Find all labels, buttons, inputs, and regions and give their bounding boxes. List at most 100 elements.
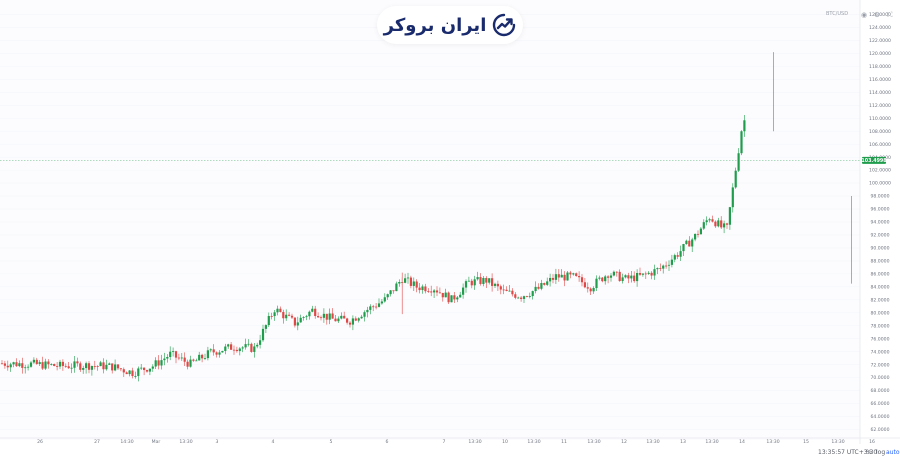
candle-body: [375, 306, 378, 308]
candle-body: [29, 362, 33, 367]
candle-body: [427, 291, 430, 293]
candle-body: [502, 289, 505, 291]
y-tick-label: 106.0000: [869, 142, 891, 148]
candle-body: [650, 272, 653, 276]
y-tick-label: 100.0000: [869, 181, 891, 187]
candle-body: [464, 281, 468, 288]
candle-body: [479, 277, 482, 284]
candle-body: [586, 287, 589, 289]
candle-body: [520, 297, 523, 299]
x-tick-label: 13:30: [179, 439, 192, 445]
y-tick-label: 98.0000: [871, 194, 890, 200]
y-tick-label: 80.0000: [871, 310, 890, 316]
candle-body: [398, 282, 401, 284]
candle-body: [653, 269, 656, 276]
candle-body: [305, 316, 308, 318]
candle-body: [560, 274, 563, 278]
candle-body: [357, 318, 360, 321]
y-tick-label: 122.0000: [869, 38, 891, 44]
x-tick-label: 14: [739, 439, 745, 445]
candle-body: [363, 312, 366, 317]
candle-body: [459, 294, 462, 298]
candle-body: [6, 365, 9, 368]
candle-body: [276, 308, 279, 313]
candle-body: [256, 344, 259, 347]
candle-body: [32, 359, 35, 363]
candle-body: [35, 359, 38, 364]
candle-body: [128, 370, 131, 375]
x-tick-label: 3: [216, 439, 219, 445]
candle-body: [621, 277, 624, 282]
candle-body: [377, 303, 381, 307]
candle-body: [250, 343, 253, 352]
candle-body: [485, 277, 488, 283]
candle-body: [517, 297, 520, 299]
candle-body: [212, 349, 215, 353]
settings-icon[interactable]: ⚙: [873, 11, 881, 19]
candle-body: [491, 278, 494, 286]
candle-body: [247, 343, 250, 345]
candle-body: [93, 366, 96, 367]
candle-body: [421, 286, 424, 291]
x-tick-label: 13:30: [468, 439, 481, 445]
camera-icon[interactable]: ◉: [860, 11, 868, 19]
candle-body: [546, 281, 549, 285]
y-tick-label: 70.0000: [871, 375, 890, 381]
candle-body: [360, 316, 363, 319]
candle-body: [476, 277, 479, 280]
candle-body: [354, 318, 357, 321]
candle-body: [514, 294, 517, 298]
candle-body: [279, 308, 282, 312]
candle-body: [183, 357, 186, 362]
candle-body: [334, 318, 337, 322]
candle-body: [728, 207, 731, 225]
candle-body: [656, 268, 659, 270]
candle-body: [348, 322, 352, 325]
candle-body: [180, 357, 183, 359]
candle-body: [676, 255, 679, 257]
candle-body: [441, 292, 444, 298]
candle-body: [241, 347, 244, 349]
candle-body: [699, 228, 702, 235]
candle-body: [380, 301, 383, 304]
candle-body: [302, 317, 305, 318]
candle-body: [322, 313, 325, 318]
candle-body: [53, 363, 56, 367]
fullscreen-icon[interactable]: ⛶: [887, 11, 893, 19]
candle-body: [99, 362, 102, 367]
candle-body: [453, 295, 456, 300]
candle-body: [319, 317, 323, 319]
candle-body: [638, 272, 642, 275]
percent-toggle[interactable]: %: [866, 449, 872, 456]
candle-body: [679, 251, 682, 257]
candle-body: [238, 348, 241, 352]
y-tick-label: 92.0000: [871, 233, 890, 239]
candle-body: [630, 275, 633, 279]
candle-body: [737, 153, 740, 171]
candle-body: [337, 318, 340, 322]
x-tick-label: 7: [443, 439, 446, 445]
candle-body: [525, 296, 528, 297]
candle-body: [9, 364, 12, 368]
candle-body: [580, 277, 584, 283]
x-tick-label: 4: [272, 439, 275, 445]
candle-body: [308, 311, 311, 317]
y-tick-label: 76.0000: [871, 336, 890, 342]
auto-toggle[interactable]: auto: [886, 449, 900, 456]
symbol-menu[interactable]: BTC/USD: [826, 11, 849, 17]
log-toggle[interactable]: log: [876, 449, 886, 456]
candle-body: [644, 273, 647, 275]
candle-body: [296, 322, 299, 326]
candle-body: [73, 361, 76, 368]
candle-body: [206, 350, 209, 359]
candle-body: [58, 361, 62, 367]
y-tick-label: 62.0000: [871, 427, 890, 433]
candle-body: [711, 219, 714, 222]
last-price-badge: [862, 156, 886, 164]
candle-body: [624, 275, 627, 278]
candle-body: [392, 290, 395, 292]
candle-body: [554, 274, 557, 280]
candle-body: [604, 276, 607, 282]
candle-body: [108, 363, 111, 365]
